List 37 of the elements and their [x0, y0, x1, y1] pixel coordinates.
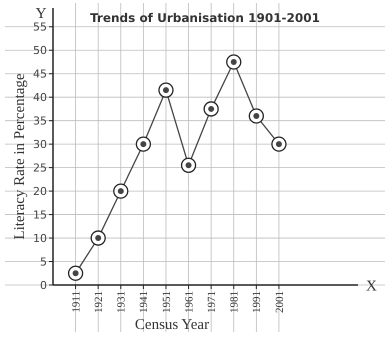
y-tick-label: 25	[33, 161, 47, 174]
point	[158, 82, 174, 98]
x-tick-label: 1991	[251, 291, 264, 313]
x-axis-title: Census Year	[134, 317, 210, 333]
x-tick-label: 1941	[138, 291, 150, 313]
y-tick-label: 45	[33, 68, 47, 81]
y-tick-label: 35	[33, 114, 47, 128]
point	[271, 136, 287, 152]
x-tick-label: 1921	[93, 291, 106, 313]
x-tick-label: 1971	[206, 291, 218, 313]
y-tick-label: 55	[33, 20, 47, 34]
text: Y	[36, 6, 47, 22]
y-axis-title: Literacy Rate in Percentage	[12, 73, 28, 240]
point	[68, 266, 84, 281]
y-tick-label: 10	[33, 232, 47, 245]
point	[136, 136, 152, 152]
y-tick-label: 40	[33, 91, 47, 104]
y-tick-label: 0	[40, 278, 47, 292]
point	[226, 54, 242, 70]
x-tick-label: 1911	[70, 291, 82, 313]
point	[90, 230, 106, 246]
y-tick-label: 20	[33, 184, 47, 198]
point	[204, 101, 219, 117]
y-tick-label: 15	[33, 208, 47, 222]
y-tick-label: 5	[40, 255, 47, 268]
point	[113, 183, 128, 199]
y-tick-label: 50	[33, 44, 47, 58]
x-tick-label: 1981	[228, 291, 241, 313]
y-tick-label: 30	[33, 138, 47, 152]
point	[180, 158, 196, 173]
point	[248, 108, 264, 124]
x-tick-label: 1951	[160, 291, 173, 313]
x-tick-label: 1931	[116, 291, 128, 313]
text: X	[366, 278, 377, 294]
chart-title: Trends of Urbanisation 1901-2001	[90, 11, 320, 25]
x-tick-label: 1961	[183, 291, 196, 313]
x-tick-label: 2001	[274, 291, 286, 313]
